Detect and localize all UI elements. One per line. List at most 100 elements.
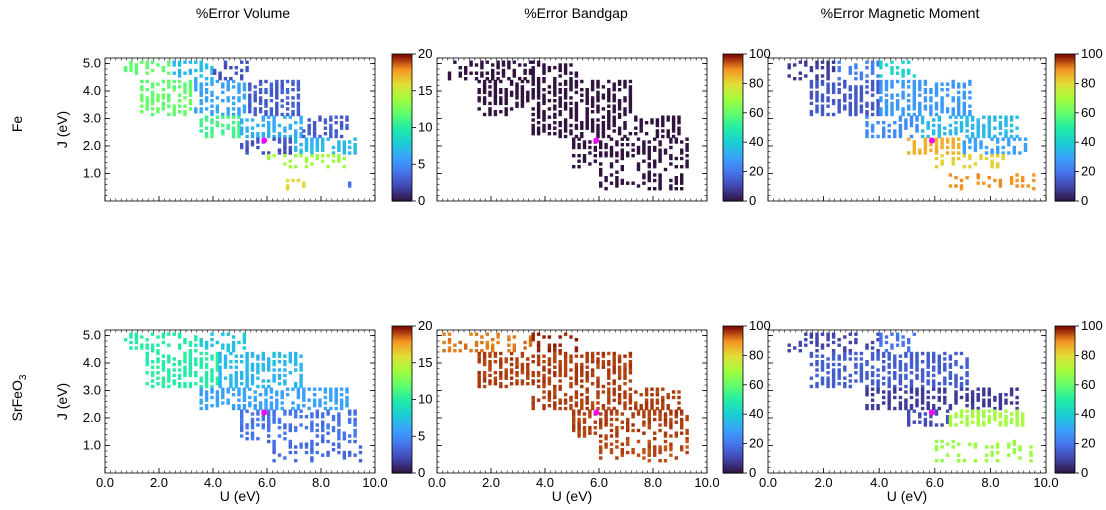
heatmap-cell (326, 409, 330, 413)
colorbar-segment (1055, 144, 1075, 148)
colorbar-segment (392, 176, 412, 180)
heatmap-cell (253, 390, 257, 394)
heatmap-cell (876, 373, 880, 378)
heatmap-cell (156, 107, 160, 111)
heatmap-cell (923, 104, 928, 108)
heatmap-cell (563, 368, 568, 372)
heatmap-cell (636, 165, 641, 169)
heatmap-cell (948, 173, 953, 177)
heatmap-cell (601, 384, 606, 389)
heatmap-cell (353, 439, 357, 444)
heatmap-cell (934, 156, 939, 161)
heatmap-cell (680, 173, 684, 177)
heatmap-cell (250, 118, 255, 122)
heatmap-cell (912, 145, 916, 150)
heatmap-cell (898, 376, 903, 380)
heatmap-cell (929, 104, 933, 108)
colorbar-segment (723, 178, 743, 182)
heatmap-cell (464, 346, 468, 350)
heatmap-cell (968, 82, 972, 86)
heatmap-cell (634, 115, 638, 119)
heatmap-cell (310, 154, 314, 158)
heatmap-cell (580, 99, 584, 103)
heatmap-cell (968, 442, 972, 446)
heatmap-cell (647, 423, 651, 427)
colorbar-segment (723, 93, 743, 97)
heatmap-cell (940, 445, 944, 449)
heatmap-cell (837, 104, 841, 108)
heatmap-cell (937, 390, 941, 394)
heatmap-cell (283, 431, 287, 435)
heatmap-cell (315, 450, 319, 455)
heatmap-cell (642, 145, 646, 150)
heatmap-cell (526, 373, 530, 378)
heatmap-cell (954, 115, 958, 119)
colorbar-segment (1055, 134, 1075, 138)
heatmap-cell (951, 143, 955, 147)
heatmap-cell (504, 88, 508, 92)
heatmap-cell (893, 387, 897, 391)
heatmap-cell (909, 115, 914, 119)
heatmap-cell (1009, 387, 1014, 391)
heatmap-cell (563, 121, 568, 125)
heatmap-cell (318, 115, 322, 119)
heatmap-cell (150, 107, 155, 111)
heatmap-cell (848, 112, 852, 117)
heatmap-cell (890, 112, 894, 117)
heatmap-cell (310, 442, 314, 446)
heatmap-cell (895, 79, 900, 84)
colorbar-segment (392, 100, 412, 104)
heatmap-cell (277, 123, 282, 128)
heatmap-cell (607, 121, 611, 125)
heatmap-cell (884, 88, 889, 92)
heatmap-cell (954, 401, 958, 405)
heatmap-cell (831, 379, 836, 383)
heatmap-cell (585, 360, 589, 364)
heatmap-cell (569, 71, 573, 75)
heatmap-cell (283, 360, 287, 364)
heatmap-cell (631, 143, 635, 147)
heatmap-cell (815, 362, 819, 367)
heatmap-cell (601, 134, 606, 139)
heatmap-cell (542, 99, 546, 103)
heatmap-cell (242, 96, 247, 100)
heatmap-cell (588, 428, 592, 433)
heatmap-cell (915, 118, 919, 122)
heatmap-cell (353, 145, 357, 150)
heatmap-cell (920, 395, 925, 400)
heatmap-cell (520, 104, 525, 108)
heatmap-cell (267, 412, 271, 416)
heatmap-cell (848, 101, 852, 106)
heatmap-cell (793, 63, 797, 67)
heatmap-cell (658, 176, 662, 180)
heatmap-cell (531, 60, 535, 64)
heatmap-cell (879, 88, 883, 92)
heatmap-cell (962, 107, 966, 111)
heatmap-cell (804, 343, 808, 347)
heatmap-cell (253, 404, 257, 408)
heatmap-cell (870, 71, 875, 75)
heatmap-cell (258, 107, 263, 111)
heatmap-cell (482, 79, 487, 84)
heatmap-cell (277, 351, 282, 356)
heatmap-cell (831, 90, 836, 95)
heatmap-cell (809, 79, 814, 84)
heatmap-cell (277, 382, 282, 386)
heatmap-cell (140, 79, 144, 84)
heatmap-cell (520, 362, 525, 367)
heatmap-cell (172, 379, 176, 383)
heatmap-cell (177, 104, 182, 108)
colorbar-segment (723, 76, 743, 80)
colorbar-segment (723, 100, 743, 104)
heatmap-cell (854, 371, 858, 375)
heatmap-cell (628, 132, 633, 136)
heatmap-cell (277, 148, 282, 152)
heatmap-cell (680, 431, 684, 435)
heatmap-cell (876, 90, 880, 95)
heatmap-cell (642, 176, 646, 180)
heatmap-cell (353, 137, 357, 141)
heatmap-cell (957, 104, 961, 108)
heatmap-cell (194, 82, 198, 86)
heatmap-cell (294, 362, 298, 367)
